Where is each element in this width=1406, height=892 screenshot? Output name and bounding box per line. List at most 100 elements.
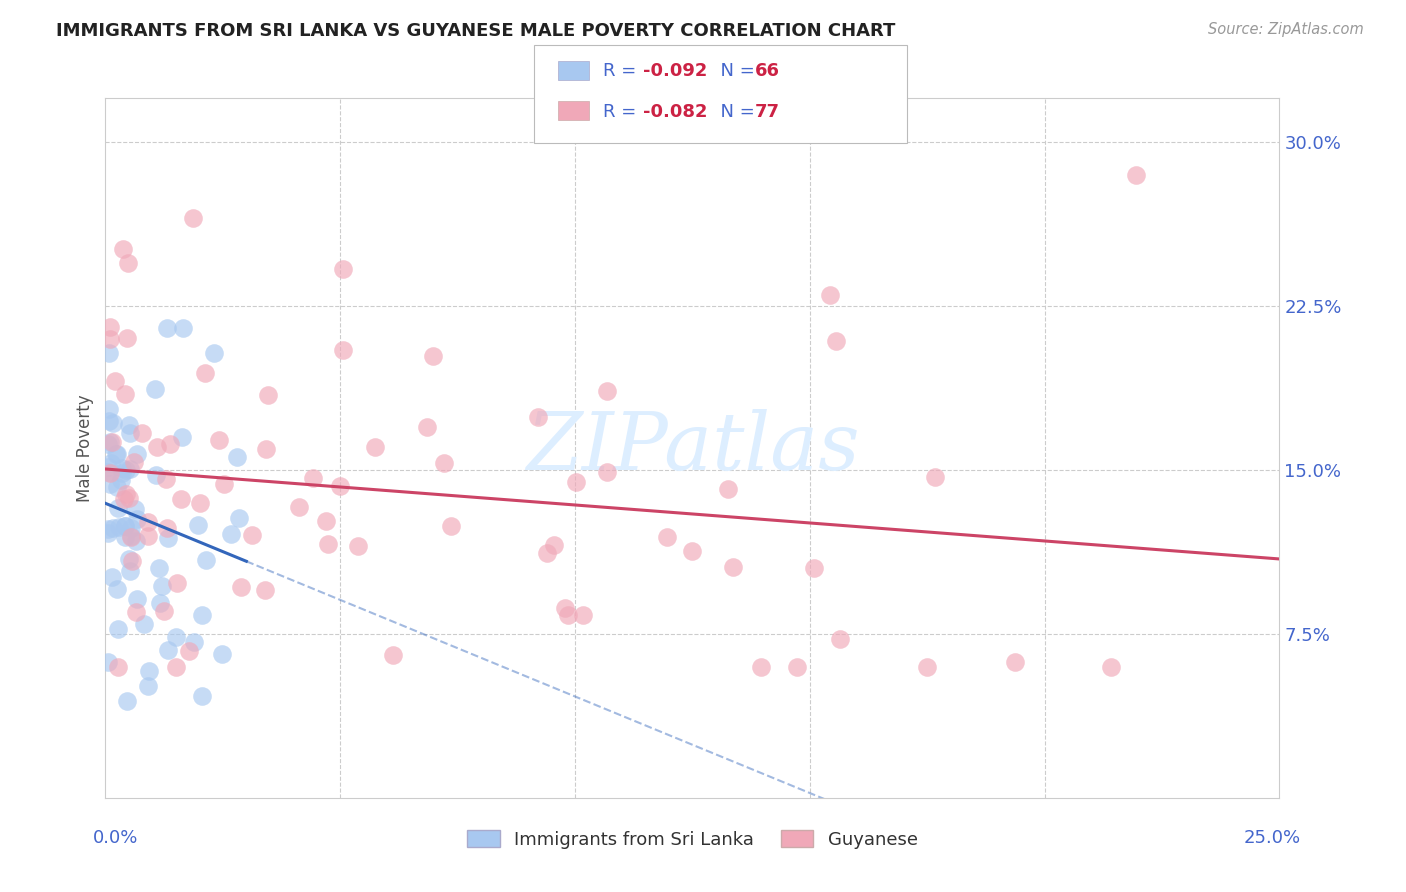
Point [1099,660,1122,674]
Point [212,477,235,491]
Point [112,492,135,507]
Point [226,450,249,464]
Point [332,343,354,357]
Point [751,660,773,674]
Point [114,519,136,533]
Point [138,664,160,678]
Point [105,582,128,596]
Point [172,321,194,335]
Point [924,469,946,483]
Point [118,491,141,506]
Point [118,425,141,440]
Point [98,346,121,360]
Point [565,475,588,490]
Text: R =: R = [603,62,643,80]
Point [138,516,160,530]
Point [723,560,745,574]
Point [159,436,181,450]
Point [105,479,128,493]
Point [97,437,120,451]
Text: 25.0%: 25.0% [1244,829,1301,847]
Point [165,660,187,674]
Point [107,623,129,637]
Point [125,592,148,607]
Y-axis label: Male Poverty: Male Poverty [76,394,94,502]
Text: N =: N = [709,103,761,120]
Point [254,583,277,598]
Point [527,409,550,424]
Point [554,601,576,615]
Point [315,514,337,528]
Point [181,211,204,226]
Point [98,332,121,346]
Point [120,530,142,544]
Point [364,440,387,454]
Point [98,320,121,334]
Point [190,690,212,704]
Point [422,349,444,363]
Point [288,500,311,514]
Point [118,552,141,566]
Point [155,472,177,486]
Text: -0.092: -0.092 [643,62,707,80]
Point [114,463,136,477]
Point [146,440,169,454]
Point [1125,168,1147,182]
Point [105,447,128,461]
Point [195,553,218,567]
Point [717,482,740,496]
Point [101,416,124,430]
Text: Source: ZipAtlas.com: Source: ZipAtlas.com [1208,22,1364,37]
Point [820,288,842,302]
Point [98,434,121,449]
Point [681,544,703,558]
Point [111,243,134,257]
Point [115,487,138,501]
Point [114,387,136,401]
Text: 66: 66 [755,62,780,80]
Point [416,420,439,434]
Point [98,414,121,428]
Point [120,521,142,535]
Point [301,471,323,485]
Point [100,456,122,470]
Point [111,461,134,475]
Point [188,495,211,509]
Point [101,435,124,450]
Point [1004,655,1026,669]
Point [127,512,149,526]
Point [183,635,205,649]
Point [156,521,179,535]
Point [211,647,233,661]
Point [381,648,404,663]
Point [108,520,131,534]
Point [571,607,593,622]
Point [120,529,142,543]
Point [828,632,851,647]
Point [786,660,808,674]
Point [347,539,370,553]
Point [536,546,558,560]
Point [111,466,134,480]
Point [157,643,180,657]
Legend: Immigrants from Sri Lanka, Guyanese: Immigrants from Sri Lanka, Guyanese [460,822,925,855]
Point [143,382,166,396]
Point [107,500,129,515]
Point [152,579,174,593]
Point [101,521,124,535]
Point [136,680,159,694]
Point [242,528,264,542]
Point [228,511,250,525]
Point [115,693,138,707]
Point [117,255,139,269]
Text: -0.082: -0.082 [643,103,707,120]
Point [114,530,136,544]
Point [187,518,209,533]
Text: ZIPatlas: ZIPatlas [526,409,859,487]
Point [169,491,191,506]
Point [157,531,180,545]
Point [97,525,120,540]
Point [433,456,456,470]
Text: R =: R = [603,103,643,120]
Point [166,576,188,591]
